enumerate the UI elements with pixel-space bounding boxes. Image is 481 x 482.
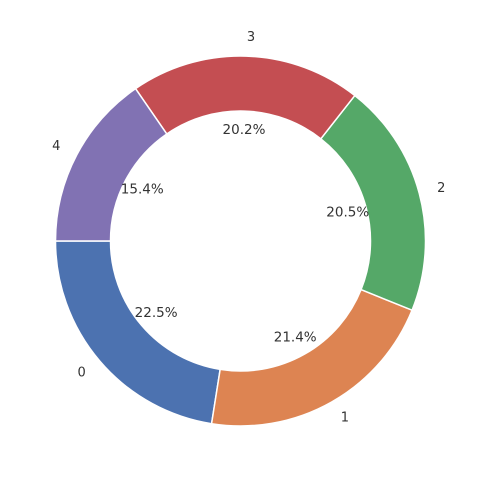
donut-slice-1 (210, 288, 414, 427)
percent-label-3: 20.2% (223, 122, 266, 138)
percent-label-2: 20.5% (326, 204, 369, 220)
percent-label-4: 15.4% (121, 181, 164, 197)
percent-label-1: 21.4% (274, 330, 317, 346)
category-label-4: 4 (52, 139, 60, 154)
category-label-2: 2 (437, 181, 445, 196)
category-label-1: 1 (341, 411, 349, 426)
donut-slice-4 (54, 87, 168, 242)
category-label-0: 0 (77, 366, 85, 381)
percent-label-0: 22.5% (135, 305, 178, 321)
donut-slice-2 (319, 94, 427, 312)
category-label-3: 3 (247, 30, 255, 45)
donut-slice-0 (54, 240, 222, 425)
